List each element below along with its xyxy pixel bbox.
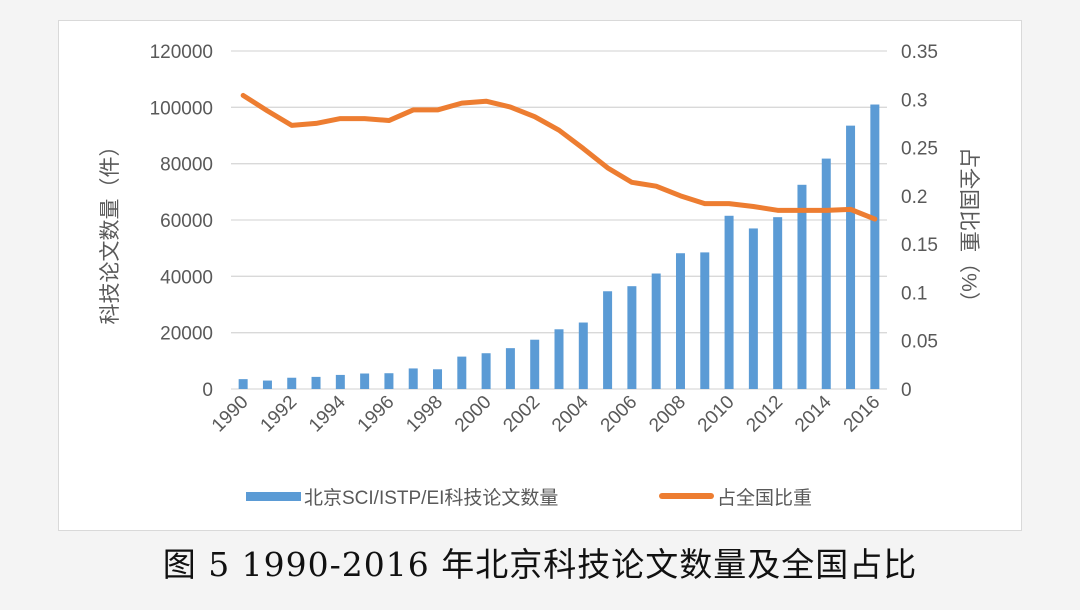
bar-1994 [335, 374, 345, 389]
bar-2000 [481, 353, 491, 389]
y-tick-label: 60000 [160, 211, 213, 232]
y2-tick-label: 0.15 [901, 235, 938, 256]
bar-1995 [360, 373, 370, 389]
x-tick-label: 1992 [257, 392, 302, 437]
x-tick-label: 2002 [499, 392, 544, 437]
x-tick-label: 1998 [402, 392, 447, 437]
legend-swatch-bar [246, 492, 301, 501]
line-path [240, 92, 878, 222]
x-tick-label: 2014 [791, 391, 836, 436]
bar-2005 [603, 291, 613, 389]
bar-2007 [651, 273, 661, 389]
bar-1998 [433, 369, 443, 389]
y2-tick-label: 0.25 [901, 139, 938, 160]
bar-2008 [675, 253, 685, 389]
y-axis-title: 科技论文数量（件） [99, 136, 122, 325]
bar-1991 [262, 380, 272, 389]
bar-1997 [408, 368, 418, 389]
y2-tick-label: 0.3 [901, 90, 927, 111]
bar-2003 [554, 329, 564, 389]
y-tick-label: 80000 [160, 155, 213, 176]
bar-2004 [578, 322, 588, 389]
x-tick-label: 1990 [208, 392, 253, 437]
y-tick-label: 20000 [160, 324, 213, 345]
x-tick-label: 2004 [548, 391, 593, 436]
bar-2013 [797, 184, 807, 389]
bar-2015 [846, 125, 856, 390]
x-tick-label: 2010 [694, 392, 739, 437]
x-tick-label: 1994 [305, 391, 350, 436]
bar-series [238, 104, 880, 390]
x-tick-label: 1996 [354, 392, 399, 437]
figure-caption: 图 5 1990-2016 年北京科技论文数量及全国占比 [162, 545, 918, 584]
y2-tick-label: 0.35 [901, 42, 938, 63]
gridlines [231, 50, 887, 390]
bar-2009 [700, 252, 710, 389]
y-tick-label: 0 [202, 380, 213, 401]
bar-1992 [287, 377, 297, 389]
bar-2014 [821, 158, 831, 389]
x-axis: 1990 1992 1994 1996 1998 2000 2002 2004 2006 2008… [208, 391, 884, 436]
x-tick-label: 2008 [645, 392, 690, 437]
y2-tick-label: 0.05 [901, 332, 938, 353]
chart-frame: 0 20000 40000 60000 80000 100000 120000 0 0.05 0… [58, 20, 1022, 531]
bar-1996 [384, 373, 394, 389]
legend-label-bar: 北京SCI/ISTP/EI科技论文数量 [304, 487, 558, 509]
y-tick-label: 100000 [150, 98, 213, 119]
y2-tick-label: 0.2 [901, 187, 927, 208]
x-tick-label: 2016 [840, 392, 885, 437]
y-axis-left: 0 20000 40000 60000 80000 100000 120000 [150, 42, 213, 401]
bar-1993 [311, 376, 321, 389]
y-tick-label: 120000 [150, 42, 213, 63]
x-tick-label: 2006 [597, 392, 642, 437]
line-series [240, 92, 878, 222]
bar-2011 [748, 228, 758, 389]
x-tick-label: 2012 [742, 392, 787, 437]
bar-2001 [505, 348, 515, 389]
y2-tick-label: 0.1 [901, 283, 927, 304]
bar-1990 [238, 379, 248, 389]
legend-swatch-line [659, 493, 714, 499]
legend: 北京SCI/ISTP/EI科技论文数量 占全国比重 [246, 487, 812, 509]
bar-2016 [870, 104, 880, 390]
bar-2002 [530, 339, 540, 389]
y2-tick-label: 0 [901, 380, 912, 401]
y-axis-right: 0 0.05 0.1 0.15 0.2 0.25 0.3 0.35 [901, 42, 938, 401]
bar-1999 [457, 356, 467, 389]
legend-label-line: 占全国比重 [717, 487, 812, 509]
y2-axis-title: 占全国比重（%） [957, 147, 980, 313]
y-tick-label: 40000 [160, 267, 213, 288]
bar-2010 [724, 215, 734, 389]
x-tick-label: 2000 [451, 392, 496, 437]
bar-2012 [773, 217, 783, 389]
bar-2006 [627, 286, 637, 389]
